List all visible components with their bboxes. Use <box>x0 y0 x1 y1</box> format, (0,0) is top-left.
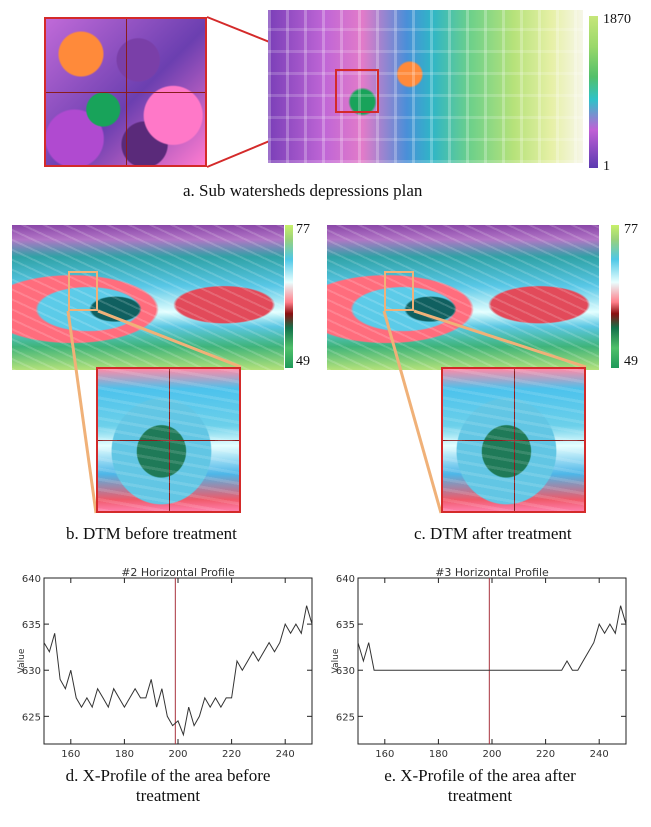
y-tick-label: 635 <box>22 620 41 631</box>
x-tick-label: 220 <box>222 749 241 760</box>
x-tick-label: 200 <box>482 749 501 760</box>
x-tick-label: 200 <box>168 749 187 760</box>
plot-frame <box>43 577 313 745</box>
x-tick-label: 180 <box>115 749 134 760</box>
sub-watershed-zoom-inset <box>44 17 207 167</box>
caption-b: b. DTM before treatment <box>66 524 237 543</box>
colorbar-c-min-label: 49 <box>624 354 638 369</box>
dtm-after-map <box>327 225 599 370</box>
crosshair-vertical <box>513 369 515 511</box>
colorbar-b-min-label: 49 <box>296 354 310 369</box>
dtm-before-map <box>12 225 284 370</box>
x-tick-label: 160 <box>375 749 394 760</box>
profile-series-line <box>357 605 627 671</box>
crosshair-horizontal <box>98 440 239 441</box>
crosshair-horizontal <box>443 440 584 441</box>
caption-e: e. X-Profile of the area after treatment <box>330 766 630 806</box>
colorbar-c-max-label: 77 <box>624 222 638 237</box>
colorbar-b <box>285 225 293 368</box>
x-tick-label: 220 <box>536 749 555 760</box>
caption-c: c. DTM after treatment <box>414 524 572 543</box>
zoom-region-box-c <box>384 271 414 311</box>
y-tick-label: 630 <box>22 666 41 677</box>
x-tick-label: 240 <box>590 749 609 760</box>
dtm-after-zoom <box>441 367 586 513</box>
y-tick-label: 640 <box>336 574 355 585</box>
chart-title: #3 Horizontal Profile <box>435 566 549 579</box>
caption-d-line2: treatment <box>135 786 201 805</box>
x-tick-label: 180 <box>429 749 448 760</box>
crosshair-vertical <box>125 19 127 165</box>
zoom-region-box-a <box>335 69 379 113</box>
y-axis-label: Value <box>17 648 27 673</box>
y-tick-label: 635 <box>336 620 355 631</box>
caption-e-line2: treatment <box>447 786 513 805</box>
colorbar-a-min-label: 1 <box>603 159 610 174</box>
colorbar-a-max-label: 1870 <box>603 12 631 27</box>
colorbar-a <box>589 16 598 168</box>
y-axis-label: Value <box>331 648 341 673</box>
sub-watersheds-map <box>268 10 583 163</box>
y-tick-label: 625 <box>22 712 41 723</box>
crosshair-vertical <box>168 369 170 511</box>
x-tick-label: 240 <box>276 749 295 760</box>
profile-chart-before: #2 Horizontal Profile 625 630 635 640 160 180 2… <box>17 566 313 760</box>
zoom-region-box-b <box>68 271 98 311</box>
x-tick-label: 160 <box>61 749 80 760</box>
profile-series-line <box>43 605 313 737</box>
dtm-before-zoom <box>96 367 241 513</box>
y-tick-label: 640 <box>22 574 41 585</box>
caption-d-line1: d. X-Profile of the area before <box>65 766 271 785</box>
caption-d: d. X-Profile of the area before treatmen… <box>18 766 318 806</box>
y-tick-label: 630 <box>336 666 355 677</box>
chart-title: #2 Horizontal Profile <box>121 566 235 579</box>
profile-chart-after: #3 Horizontal Profile 625 630 635 640 160 180 2… <box>331 566 627 760</box>
colorbar-c <box>611 225 619 368</box>
y-tick-label: 625 <box>336 712 355 723</box>
caption-e-line1: e. X-Profile of the area after <box>384 766 576 785</box>
colorbar-b-max-label: 77 <box>296 222 310 237</box>
plot-frame <box>357 577 627 745</box>
caption-a: a. Sub watersheds depressions plan <box>183 181 423 200</box>
